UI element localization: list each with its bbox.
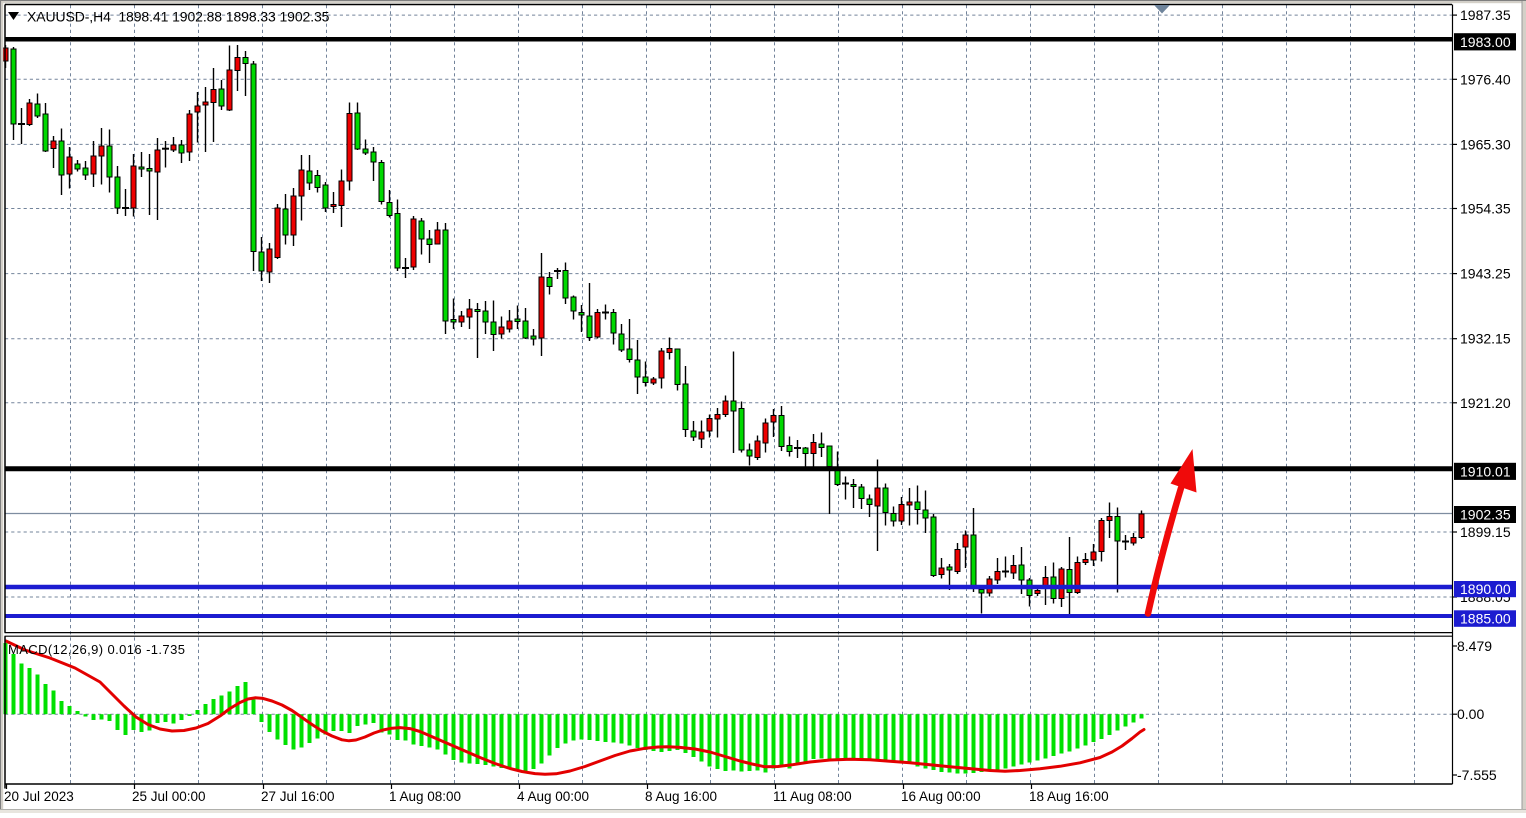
svg-text:MACD(12,26,9) 0.016 -1.735: MACD(12,26,9) 0.016 -1.735 — [8, 642, 185, 657]
svg-text:1910.01: 1910.01 — [1460, 463, 1511, 479]
svg-text:1885.00: 1885.00 — [1460, 611, 1511, 627]
svg-text:1899.15: 1899.15 — [1460, 524, 1511, 540]
svg-text:11 Aug 08:00: 11 Aug 08:00 — [773, 789, 852, 804]
svg-text:XAUUSD-,H4 1898.41 1902.88 18: XAUUSD-,H4 1898.41 1902.88 1898.33 1902.… — [27, 9, 330, 25]
svg-text:-7.555: -7.555 — [1457, 767, 1497, 783]
svg-text:1 Aug 08:00: 1 Aug 08:00 — [389, 789, 461, 804]
svg-text:8 Aug 16:00: 8 Aug 16:00 — [645, 789, 717, 804]
svg-text:8.479: 8.479 — [1457, 638, 1492, 654]
svg-text:1902.35: 1902.35 — [1460, 507, 1511, 523]
svg-text:16 Aug 00:00: 16 Aug 00:00 — [901, 789, 981, 804]
svg-text:0.00: 0.00 — [1457, 706, 1484, 722]
svg-text:1921.20: 1921.20 — [1460, 395, 1511, 411]
svg-text:1932.15: 1932.15 — [1460, 331, 1511, 347]
svg-text:1976.40: 1976.40 — [1460, 71, 1511, 87]
svg-text:25 Jul 00:00: 25 Jul 00:00 — [132, 789, 206, 804]
svg-text:18 Aug 16:00: 18 Aug 16:00 — [1029, 789, 1109, 804]
svg-text:27 Jul 16:00: 27 Jul 16:00 — [261, 789, 335, 804]
svg-text:1943.25: 1943.25 — [1460, 266, 1511, 282]
svg-text:1965.30: 1965.30 — [1460, 136, 1511, 152]
svg-text:1890.00: 1890.00 — [1460, 581, 1511, 597]
svg-text:1987.35: 1987.35 — [1460, 7, 1511, 23]
svg-text:1954.35: 1954.35 — [1460, 201, 1511, 217]
svg-text:1983.00: 1983.00 — [1460, 34, 1511, 50]
svg-text:4 Aug 00:00: 4 Aug 00:00 — [517, 789, 589, 804]
svg-text:20 Jul 2023: 20 Jul 2023 — [4, 789, 74, 804]
